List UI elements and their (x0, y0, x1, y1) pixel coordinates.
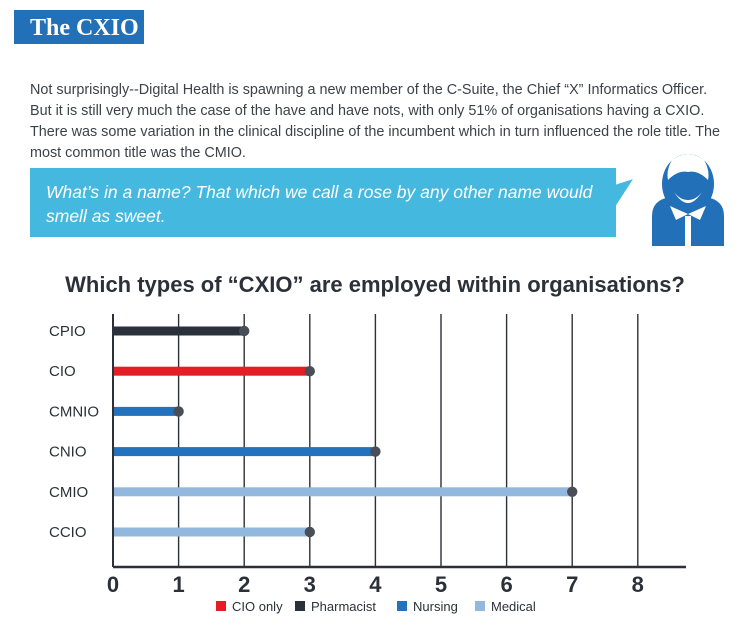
x-tick-label: 7 (566, 572, 578, 597)
legend-label-medical: Medical (491, 599, 536, 614)
bar-cmnio (113, 406, 179, 416)
legend-label-pharmacist: Pharmacist (311, 599, 376, 614)
x-tick-label: 0 (107, 572, 119, 597)
quote-banner (30, 168, 616, 237)
legend-label-cio-only: CIO only (232, 599, 283, 614)
category-label-cmnio: CMNIO (49, 403, 99, 420)
category-label-cmio: CMIO (49, 484, 88, 501)
section-title-bar (14, 10, 144, 44)
x-tick-label: 4 (369, 572, 382, 597)
bar-cio (113, 366, 310, 376)
legend-swatch-medical (475, 601, 485, 611)
chart-title: Which types of “CXIO” are employed withi… (65, 272, 685, 297)
bar-end-dot-cpio (239, 325, 250, 337)
quote-text: What’s in a name? That which we call a r… (46, 182, 593, 226)
x-tick-label: 1 (172, 572, 184, 597)
bar-end-dot-ccio (304, 526, 315, 538)
legend-swatch-nursing (397, 601, 407, 611)
category-label-cio: CIO (49, 363, 76, 380)
section-title: The CXIO (30, 15, 139, 41)
legend-swatch-pharmacist (295, 601, 305, 611)
bar-cpio (113, 326, 245, 336)
bar-ccio (113, 527, 310, 537)
bar-cmio (113, 487, 573, 497)
x-tick-label: 6 (500, 572, 512, 597)
shakespeare-avatar-icon (652, 154, 724, 246)
quote-banner-tail (615, 179, 633, 207)
x-tick-label: 8 (632, 572, 644, 597)
bar-cnio (113, 447, 376, 457)
bar-end-dot-cmio (567, 486, 578, 497)
legend-label-nursing: Nursing (413, 599, 458, 614)
intro-paragraph: Not surprisingly--Digital Health is spaw… (30, 82, 721, 162)
legend-swatch-cio-only (216, 601, 226, 611)
x-tick-label: 5 (435, 572, 447, 597)
x-tick-label: 3 (304, 572, 316, 597)
category-label-cpio: CPIO (49, 323, 86, 340)
bar-end-dot-cmnio (173, 406, 184, 417)
cxio-bar-chart: 0 1 2 3 4 5 6 7 8 CPIO CIO CMNIO CNIO CMIO CCIO CIO on… (49, 314, 686, 614)
category-label-ccio: CCIO (49, 524, 87, 541)
bar-end-dot-cio (304, 366, 315, 377)
x-tick-label: 2 (238, 572, 250, 597)
category-label-cnio: CNIO (49, 444, 87, 461)
bar-end-dot-cnio (370, 446, 381, 457)
